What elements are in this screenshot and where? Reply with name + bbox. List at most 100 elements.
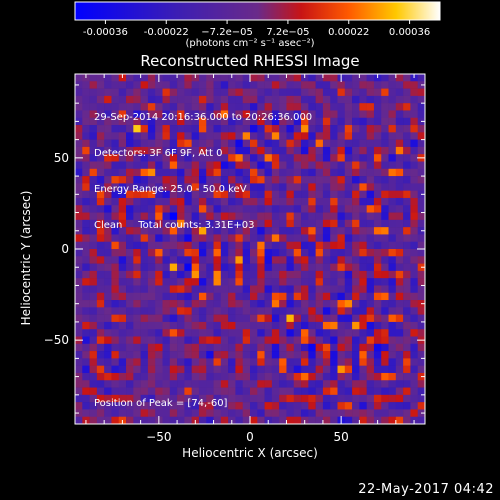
heatmap-cell: [395, 74, 404, 82]
heatmap-cell: [286, 190, 295, 199]
heatmap-cell: [322, 197, 331, 206]
heatmap-cell: [250, 125, 258, 133]
heatmap-cell: [264, 314, 273, 323]
heatmap-cell: [359, 161, 367, 170]
heatmap-cell: [184, 81, 192, 89]
heatmap-cell: [126, 270, 134, 279]
heatmap-cell: [344, 343, 353, 352]
heatmap-cell: [118, 300, 127, 308]
heatmap-cell: [169, 300, 178, 308]
heatmap-cell: [410, 190, 419, 199]
heatmap-cell: [162, 161, 171, 170]
heatmap-cell: [89, 263, 98, 272]
heatmap-cell: [162, 176, 171, 184]
heatmap-cell: [337, 358, 346, 366]
heatmap-cell: [177, 212, 185, 221]
heatmap-cell: [111, 161, 120, 170]
heatmap-cell: [169, 372, 178, 381]
heatmap-cell: [206, 74, 214, 82]
heatmap-cell: [293, 336, 302, 345]
heatmap-cell: [359, 380, 367, 388]
heatmap-cell: [301, 402, 309, 410]
heatmap-cell: [213, 416, 222, 424]
heatmap-cell: [155, 161, 163, 170]
heatmap-cell: [250, 307, 258, 315]
heatmap-cell: [89, 365, 98, 374]
heatmap-cell: [388, 300, 397, 308]
heatmap-cell: [206, 154, 214, 162]
heatmap-cell: [366, 81, 375, 89]
heatmap-cell: [286, 132, 295, 140]
heatmap-cell: [279, 110, 287, 119]
heatmap-cell: [104, 81, 112, 89]
heatmap-cell: [330, 249, 338, 257]
heatmap-cell: [118, 270, 127, 279]
heatmap-cell: [308, 190, 316, 199]
heatmap-cell: [213, 292, 222, 301]
heatmap-cell: [213, 278, 222, 286]
heatmap-cell: [410, 314, 419, 323]
heatmap-cell: [184, 190, 192, 199]
heatmap-cell: [82, 241, 90, 250]
heatmap-cell: [301, 278, 309, 286]
heatmap-cell: [410, 358, 419, 366]
heatmap-cell: [293, 249, 302, 257]
heatmap-cell: [381, 285, 389, 294]
heatmap-cell: [381, 270, 389, 279]
heatmap-cell: [410, 321, 419, 330]
heatmap-cell: [228, 336, 236, 345]
heatmap-cell: [388, 256, 397, 264]
heatmap-cell: [315, 205, 324, 213]
heatmap-cell: [366, 205, 375, 213]
heatmap-cell: [220, 241, 229, 250]
heatmap-cell: [322, 416, 331, 424]
heatmap-cell: [359, 74, 367, 82]
heatmap-cell: [104, 212, 112, 221]
heatmap-cell: [220, 336, 229, 345]
heatmap-cell: [162, 372, 171, 381]
heatmap-cell: [344, 380, 353, 388]
y-tick-label: 50: [53, 150, 69, 165]
heatmap-cell: [169, 307, 178, 315]
heatmap-cell: [388, 358, 397, 366]
heatmap-cell: [147, 183, 156, 191]
heatmap-cell: [213, 168, 222, 177]
heatmap-cell: [133, 365, 141, 374]
heatmap-cell: [118, 197, 127, 206]
heatmap-cell: [395, 219, 404, 228]
heatmap-cell: [410, 110, 419, 119]
heatmap-cell: [417, 183, 425, 191]
heatmap-cell: [155, 132, 163, 140]
heatmap-cell: [169, 380, 178, 388]
heatmap-cell: [235, 103, 244, 111]
heatmap-cell: [264, 117, 273, 126]
heatmap-cell: [147, 234, 156, 243]
heatmap-cell: [133, 372, 141, 381]
heatmap-cell: [89, 117, 98, 126]
heatmap-cell: [162, 292, 171, 301]
heatmap-cell: [330, 372, 338, 381]
heatmap-cell: [162, 365, 171, 374]
heatmap-cell: [344, 161, 353, 170]
heatmap-cell: [279, 380, 287, 388]
heatmap-cell: [162, 409, 171, 418]
heatmap-cell: [359, 154, 367, 162]
heatmap-cell: [301, 321, 309, 330]
heatmap-cell: [344, 416, 353, 424]
heatmap-cell: [322, 219, 331, 228]
heatmap-cell: [198, 256, 207, 264]
heatmap-cell: [213, 212, 222, 221]
heatmap-cell: [388, 285, 397, 294]
heatmap-cell: [257, 95, 265, 104]
heatmap-cell: [301, 270, 309, 279]
heatmap-cell: [155, 387, 163, 396]
heatmap-cell: [403, 365, 411, 374]
heatmap-cell: [395, 117, 404, 126]
heatmap-cell: [111, 197, 120, 206]
heatmap-cell: [293, 387, 302, 396]
heatmap-cell: [206, 343, 214, 352]
heatmap-cell: [89, 125, 98, 133]
heatmap-cell: [198, 146, 207, 155]
heatmap-cell: [177, 176, 185, 184]
heatmap-cell: [228, 300, 236, 308]
